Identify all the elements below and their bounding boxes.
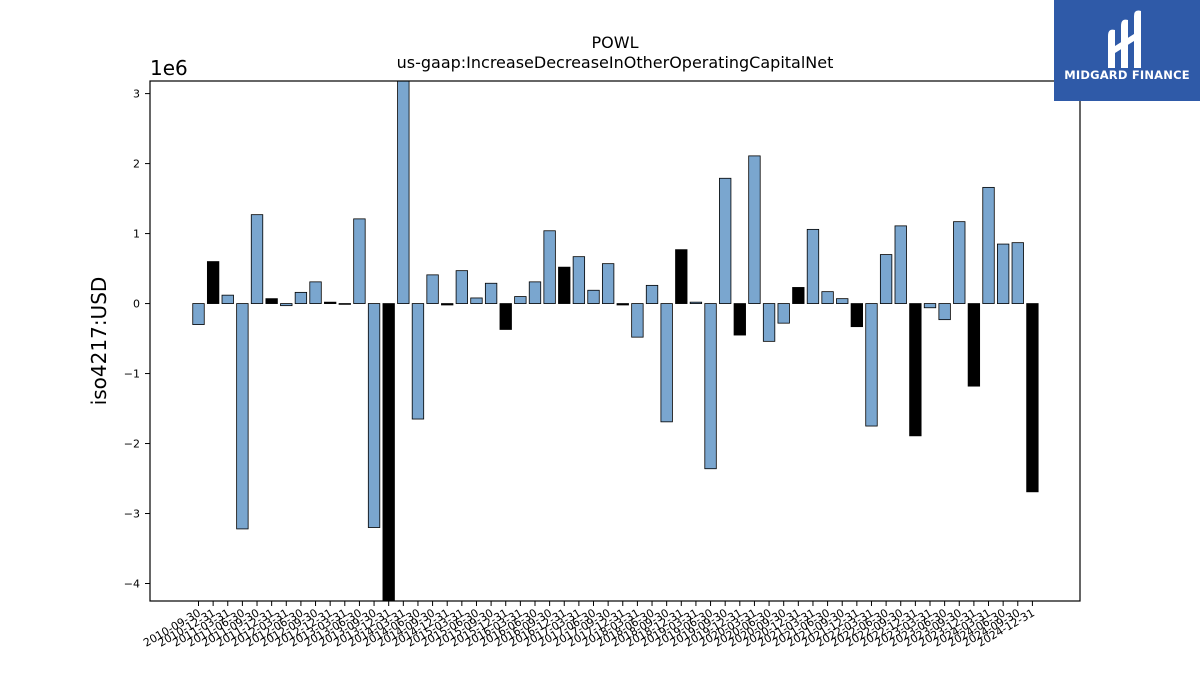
bar-2024-12-31 bbox=[1026, 303, 1039, 493]
bar-2017-03-31 bbox=[572, 256, 586, 304]
bar-2012-06-30 bbox=[294, 291, 308, 304]
plot-frame bbox=[149, 80, 1081, 602]
bar-2011-03-31 bbox=[221, 294, 234, 304]
bar-2012-09-30 bbox=[309, 281, 322, 304]
bar-2019-09-30 bbox=[719, 177, 732, 304]
bar-2019-06-30 bbox=[704, 303, 717, 470]
bar-2017-06-30 bbox=[587, 289, 600, 304]
bar-2014-06-30 bbox=[411, 303, 425, 420]
bar-2021-09-30 bbox=[836, 298, 849, 304]
bar-2013-03-31 bbox=[338, 303, 351, 305]
logo-text: MIDGARD FINANCE bbox=[1064, 68, 1190, 82]
bar-2016-06-30 bbox=[528, 281, 542, 304]
bar-2024-09-30 bbox=[1011, 242, 1024, 304]
bar-2024-06-30 bbox=[997, 243, 1010, 304]
bar-2021-12-31 bbox=[850, 303, 863, 328]
bar-2024-03-31 bbox=[982, 186, 995, 304]
bars-group bbox=[192, 80, 1039, 602]
bar-2023-09-30 bbox=[953, 221, 966, 304]
y-tick-label: −3 bbox=[124, 508, 140, 521]
bar-2010-09-30 bbox=[192, 303, 205, 325]
bar-2022-06-30 bbox=[879, 254, 893, 304]
midgard-logo-icon bbox=[1108, 10, 1141, 69]
bar-2011-09-30 bbox=[250, 214, 264, 304]
y-tick-label: 3 bbox=[133, 88, 140, 101]
bar-2013-12-31 bbox=[382, 303, 395, 602]
bar-2020-03-31 bbox=[748, 155, 761, 304]
bar-2013-06-30 bbox=[353, 218, 366, 304]
y-tick-label: 2 bbox=[133, 158, 140, 171]
bar-2022-12-31 bbox=[909, 303, 922, 437]
bar-2015-03-31 bbox=[455, 270, 468, 304]
bar-2023-12-31 bbox=[967, 303, 981, 387]
bar-2015-12-31 bbox=[499, 303, 512, 330]
bar-2018-03-31 bbox=[631, 303, 644, 338]
bar-2012-12-31 bbox=[324, 301, 337, 304]
bar-2021-06-30 bbox=[821, 291, 834, 304]
bar-2018-09-30 bbox=[660, 303, 673, 423]
x-ticks-group: 2010-09-302010-12-312011-03-312011-06-30… bbox=[141, 601, 1037, 650]
bar-2018-12-31 bbox=[675, 249, 688, 304]
bar-2019-12-31 bbox=[733, 303, 746, 336]
y-tick-label: −2 bbox=[124, 438, 140, 451]
y-tick-label: −4 bbox=[124, 578, 140, 591]
chart-title: POWL bbox=[592, 33, 639, 52]
bar-2020-09-30 bbox=[777, 303, 790, 324]
chart-subtitle: us-gaap:IncreaseDecreaseInOtherOperating… bbox=[397, 53, 834, 72]
y-ticks-group: −4 −3 −2 −1 0 1 2 3 bbox=[124, 88, 150, 591]
bar-2018-06-30 bbox=[645, 284, 659, 304]
y-tick-label: 1 bbox=[133, 228, 140, 241]
y-offset-label: 1e6 bbox=[150, 56, 188, 80]
bar-2014-09-30 bbox=[426, 274, 439, 304]
bar-2014-03-31 bbox=[397, 80, 410, 304]
y-axis-label: iso4217:USD bbox=[87, 277, 111, 406]
bar-2011-12-31 bbox=[265, 298, 278, 304]
y-tick-label: 0 bbox=[133, 298, 140, 311]
y-tick-label: −1 bbox=[124, 368, 140, 381]
bar-2015-06-30 bbox=[470, 297, 483, 304]
bar-2011-06-30 bbox=[236, 303, 249, 530]
bar-2015-09-30 bbox=[484, 282, 498, 304]
bar-2012-03-31 bbox=[280, 303, 293, 307]
bar-2013-09-30 bbox=[367, 303, 381, 528]
bar-2021-03-31 bbox=[806, 228, 820, 304]
bar-2019-03-31 bbox=[689, 301, 703, 304]
bar-2020-12-31 bbox=[792, 287, 805, 304]
bar-2020-06-30 bbox=[762, 303, 776, 342]
bar-2022-09-30 bbox=[894, 225, 907, 304]
bar-2014-12-31 bbox=[441, 303, 454, 306]
bar-2017-09-30 bbox=[601, 263, 615, 304]
bar-2023-06-30 bbox=[938, 303, 951, 321]
brand-logo: MIDGARD FINANCE bbox=[1054, 0, 1200, 101]
bar-2016-12-31 bbox=[558, 266, 571, 304]
bar-2022-03-31 bbox=[865, 303, 878, 427]
bar-2010-12-31 bbox=[206, 261, 220, 304]
bar-2016-09-30 bbox=[543, 230, 556, 304]
bar-2023-03-31 bbox=[923, 303, 937, 309]
bar-2016-03-31 bbox=[514, 296, 527, 304]
bar-2017-12-31 bbox=[616, 303, 629, 306]
